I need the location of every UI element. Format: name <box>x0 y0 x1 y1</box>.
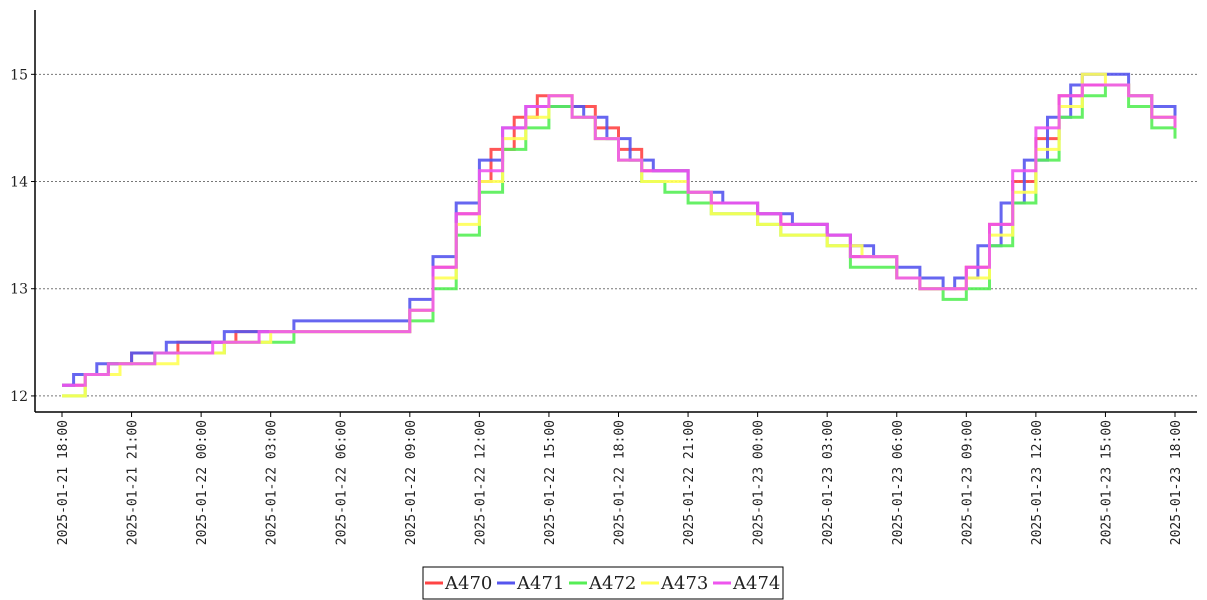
x-tick-label: 2025-01-22 09:00 <box>404 420 419 545</box>
axes <box>34 10 1197 413</box>
series-lines <box>62 72 1177 398</box>
legend-label: A470 <box>444 573 492 594</box>
x-tick-label: 2025-01-22 21:00 <box>682 420 697 545</box>
x-tick-label: 2025-01-22 03:00 <box>265 420 280 545</box>
x-tick-label: 2025-01-22 00:00 <box>195 420 210 545</box>
x-tick-label: 2025-01-23 12:00 <box>1030 420 1045 545</box>
x-ticks: 2025-01-21 18:00 2025-01-21 21:00 2025-01-… <box>56 412 1184 545</box>
legend-label: A471 <box>516 573 564 594</box>
x-tick-label: 2025-01-23 09:00 <box>960 420 975 545</box>
x-tick-label: 2025-01-21 21:00 <box>126 420 141 545</box>
y-tick-label: 14 <box>10 175 28 191</box>
x-tick-label: 2025-01-21 18:00 <box>56 420 71 545</box>
y-tick-label: 12 <box>10 389 28 405</box>
x-tick-label: 2025-01-22 18:00 <box>613 420 628 545</box>
series-line-a474 <box>62 83 1177 387</box>
x-tick-label: 2025-01-23 06:00 <box>891 420 906 545</box>
x-tick-label: 2025-01-23 03:00 <box>821 420 836 545</box>
series-line-a471 <box>62 72 1177 387</box>
x-tick-label: 2025-01-23 00:00 <box>752 420 767 545</box>
legend-label: A473 <box>660 573 708 594</box>
y-tick-label: 13 <box>10 282 28 298</box>
x-tick-label: 2025-01-22 06:00 <box>334 420 349 545</box>
y-ticks: 12 13 14 15 <box>10 67 35 405</box>
x-tick-label: 2025-01-22 15:00 <box>543 420 558 545</box>
x-tick-label: 2025-01-22 12:00 <box>473 420 488 545</box>
legend: A470 A471 A472 A473 A474 <box>422 566 784 600</box>
gridlines <box>35 73 1197 397</box>
y-tick-label: 15 <box>10 67 28 83</box>
series-line-a473 <box>62 72 1177 398</box>
legend-label: A472 <box>588 573 636 594</box>
legend-label: A474 <box>732 573 780 594</box>
x-tick-label: 2025-01-23 18:00 <box>1169 420 1184 545</box>
x-tick-label: 2025-01-23 15:00 <box>1099 420 1114 545</box>
